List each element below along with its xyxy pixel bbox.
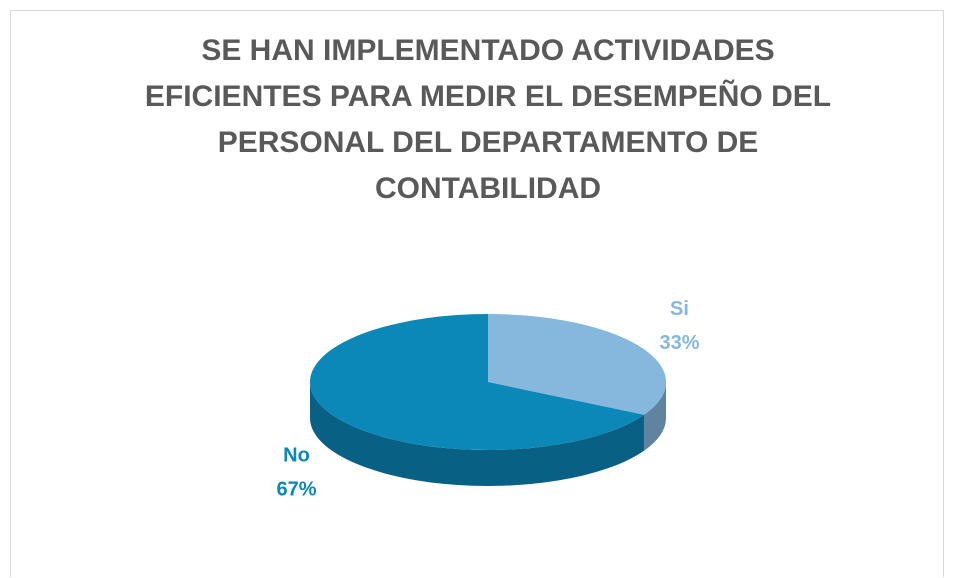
slice-side — [643, 382, 666, 451]
data-label-name: Si — [670, 298, 689, 320]
chart-title: SE HAN IMPLEMENTADO ACTIVIDADES EFICIENT… — [144, 34, 832, 205]
data-label-name: No — [283, 445, 310, 467]
slice-side — [310, 382, 644, 486]
pie-slice — [310, 314, 644, 450]
data-label-value: 67% — [276, 479, 316, 501]
data-label-value: 33% — [659, 332, 699, 354]
chart-frame — [10, 10, 944, 577]
pie-slice — [488, 314, 666, 415]
